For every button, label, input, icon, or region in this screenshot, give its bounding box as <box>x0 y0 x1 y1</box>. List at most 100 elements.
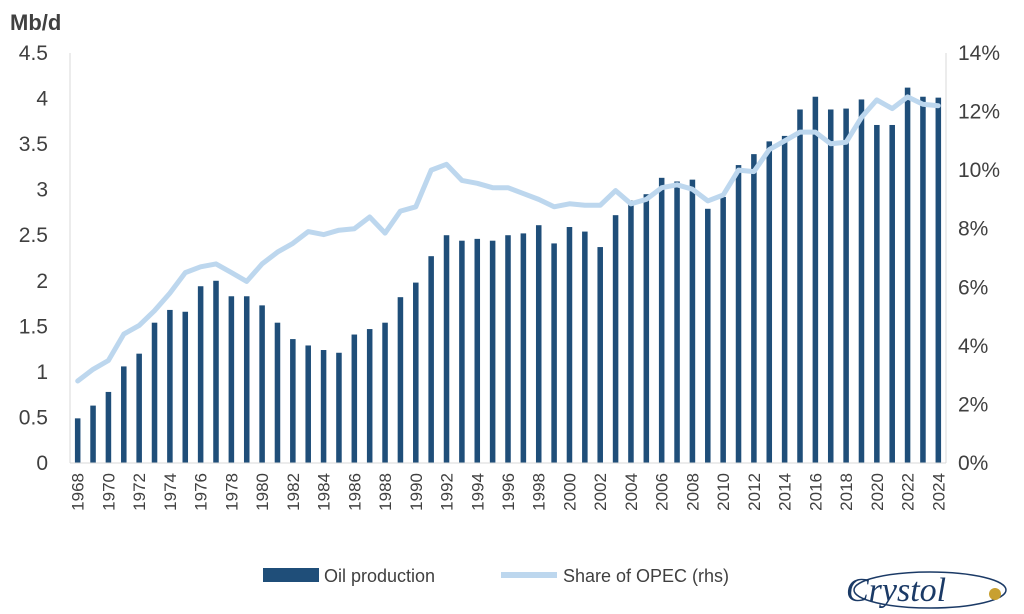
x-tick-label: 2024 <box>929 473 948 511</box>
x-tick-label: 1976 <box>192 473 211 511</box>
x-tick-label: 1968 <box>69 473 88 511</box>
bar-oil-production-2004 <box>628 200 634 463</box>
bar-oil-production-1971 <box>121 366 127 463</box>
bar-oil-production-1983 <box>305 345 311 463</box>
y-tick-label-right: 0% <box>958 452 988 475</box>
bar-oil-production-1985 <box>336 352 342 463</box>
bar-oil-production-2011 <box>735 165 742 464</box>
bar-oil-production-1988 <box>382 322 388 463</box>
legend: Oil production Share of OPEC (rhs) <box>263 566 729 586</box>
bar-oil-production-2016 <box>812 96 819 463</box>
logo-drop-icon <box>989 588 1001 600</box>
bar-oil-production-1975 <box>182 311 189 463</box>
x-tick-label: 2014 <box>776 473 795 511</box>
bar-oil-production-2015 <box>797 109 803 463</box>
x-tick-label: 1988 <box>376 473 395 511</box>
bar-oil-production-1987 <box>366 329 373 463</box>
x-tick-label: 1984 <box>315 473 334 511</box>
bar-oil-production-2020 <box>874 124 880 463</box>
x-tick-label: 1972 <box>130 473 149 511</box>
bar-oil-production-1970 <box>105 391 112 463</box>
x-tick-label: 2004 <box>622 473 641 511</box>
legend-label-oil-production: Oil production <box>324 566 435 586</box>
bar-oil-production-1984 <box>320 350 327 463</box>
bar-oil-production-2018 <box>843 108 849 464</box>
y-tick-label-left: 3.5 <box>19 133 48 156</box>
y-tick-label-right: 2% <box>958 393 988 416</box>
legend-swatch-oil-production <box>263 568 319 582</box>
bar-oil-production-1995 <box>489 240 496 463</box>
bar-oil-production-2000 <box>566 227 573 463</box>
y-tick-label-right: 14% <box>958 42 1000 65</box>
x-tick-label: 2012 <box>745 473 764 511</box>
bar-oil-production-2006 <box>658 177 665 464</box>
x-tick-label: 1998 <box>530 473 549 511</box>
bar-oil-production-1990 <box>413 282 419 463</box>
x-tick-label: 2008 <box>683 473 702 511</box>
y-tick-label-left: 1.5 <box>19 315 48 338</box>
x-tick-label: 1996 <box>499 473 518 511</box>
x-tick-label: 2022 <box>899 473 918 511</box>
x-tick-label: 1986 <box>345 473 364 511</box>
y-tick-label-left: 3 <box>36 179 48 202</box>
y-tick-label-left: 2.5 <box>19 224 48 247</box>
x-tick-label: 2010 <box>714 473 733 511</box>
y-tick-label-left: 4 <box>36 88 48 111</box>
bar-oil-production-1969 <box>90 405 96 463</box>
bar-oil-production-2017 <box>827 109 834 463</box>
bar-oil-production-1978 <box>228 296 235 463</box>
y-tick-label-left: 0.5 <box>19 406 48 429</box>
bar-oil-production-1979 <box>243 296 250 463</box>
x-tick-label: 1980 <box>253 473 272 511</box>
bar-oil-production-1974 <box>167 309 173 463</box>
bar-oil-production-1989 <box>397 297 404 463</box>
bar-oil-production-1994 <box>474 238 481 463</box>
crystol-logo: Crystol <box>846 571 1007 609</box>
x-axis-ticks: 1968 1970 1972 1974 1976 1978 1980 1982 1984 1986… <box>69 473 949 511</box>
bar-oil-production-1998 <box>535 225 542 463</box>
x-tick-label: 1992 <box>438 473 457 511</box>
x-tick-label: 1990 <box>407 473 426 511</box>
y-tick-label-left: 1 <box>36 361 48 384</box>
bar-oil-production-1968 <box>74 418 81 463</box>
y-tick-label-left: 2 <box>36 270 48 293</box>
bar-oil-production-2019 <box>858 99 865 463</box>
bar-oil-production-2021 <box>889 124 895 463</box>
y-tick-label-right: 12% <box>958 101 1000 124</box>
bar-oil-production-2003 <box>612 215 619 463</box>
bar-oil-production-1981 <box>274 322 281 463</box>
y-axis-unit-label: Mb/d <box>10 10 61 35</box>
line-series-share-of-opec <box>75 94 941 384</box>
bar-oil-production-2009 <box>705 208 711 463</box>
bar-oil-production-1972 <box>136 353 142 463</box>
x-tick-label: 2000 <box>560 473 579 511</box>
bar-oil-production-1993 <box>459 240 465 463</box>
bar-oil-production-1997 <box>520 233 527 463</box>
y-tick-label-left: 4.5 <box>19 42 48 65</box>
logo-swoosh-icon <box>853 571 1007 609</box>
y-tick-label-right: 10% <box>958 159 1000 182</box>
bar-oil-production-1991 <box>428 256 434 463</box>
bar-series-oil-production <box>74 87 942 464</box>
y-axis-right-ticks: 0% 2% 4% 6% 8% 10% 12% 14% <box>958 42 1000 475</box>
bar-oil-production-2012 <box>751 154 757 463</box>
x-tick-label: 2020 <box>868 473 887 511</box>
bar-oil-production-1980 <box>259 305 265 463</box>
bar-oil-production-2023 <box>920 96 926 463</box>
bar-oil-production-1986 <box>351 334 358 463</box>
bar-oil-production-2007 <box>674 181 680 463</box>
x-tick-label: 1974 <box>161 473 180 511</box>
x-tick-label: 2006 <box>653 473 672 511</box>
logo-text: Crystol <box>846 572 946 609</box>
x-tick-label: 2018 <box>837 473 856 511</box>
bar-oil-production-2005 <box>643 194 650 463</box>
y-tick-label-left: 0 <box>36 452 48 475</box>
x-tick-label: 1982 <box>284 473 303 511</box>
bar-oil-production-2022 <box>904 87 911 463</box>
bar-oil-production-1977 <box>213 280 219 463</box>
bar-oil-production-1996 <box>505 235 511 463</box>
x-tick-label: 1994 <box>468 473 487 511</box>
bar-oil-production-1992 <box>443 235 450 463</box>
bar-oil-production-2024 <box>935 97 942 464</box>
